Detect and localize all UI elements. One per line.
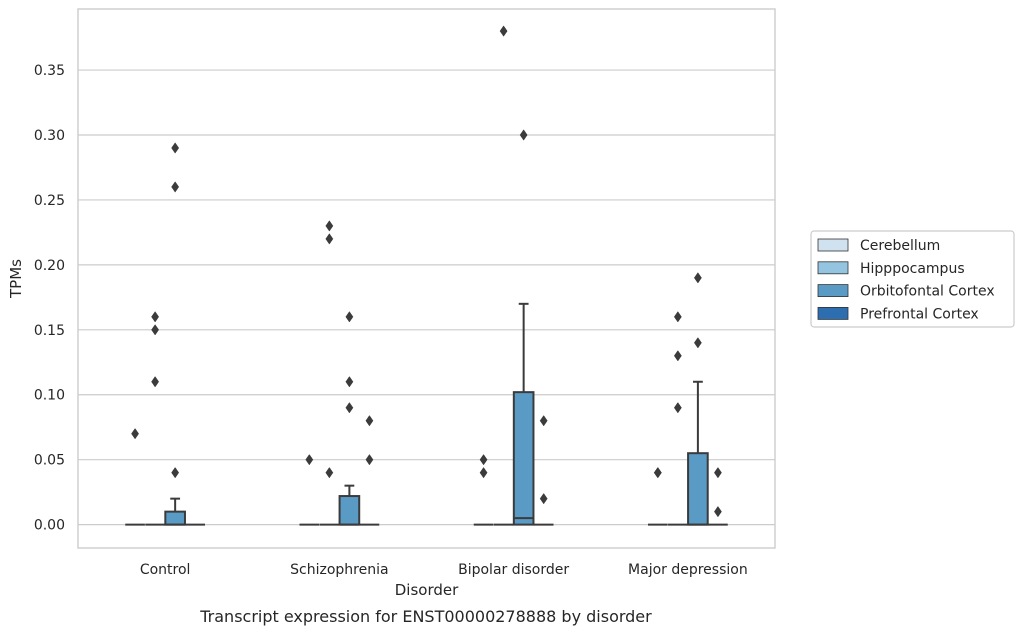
x-tick-label: Control <box>140 562 191 578</box>
x-tick-label: Bipolar disorder <box>458 562 569 578</box>
outlier-point <box>539 493 548 505</box>
legend-frame <box>810 230 1015 328</box>
outlier-point <box>151 324 160 336</box>
outlier-point <box>693 337 702 349</box>
legend-items: Cerebellum Hipppocampus Orbitofontal Corte… <box>817 238 995 322</box>
outlier-point <box>171 181 180 193</box>
box-body <box>338 495 361 526</box>
y-tick-label: 0.35 <box>34 63 65 79</box>
outlier-point <box>479 454 488 466</box>
box-body <box>164 510 186 526</box>
box-2-2 <box>512 302 535 526</box>
y-tick-label: 0.30 <box>34 128 65 144</box>
outlier-point <box>171 467 180 479</box>
outlier-point <box>151 376 160 388</box>
outlier-point <box>479 467 488 479</box>
y-tick-label: 0.05 <box>34 453 65 469</box>
box-layer <box>125 302 728 526</box>
outlier-point <box>345 311 354 323</box>
outlier-point <box>653 467 662 479</box>
y-axis-label: TPMs <box>7 259 25 299</box>
legend-label: Cerebellum <box>860 238 940 254</box>
outlier-point <box>345 376 354 388</box>
outlier-point <box>151 311 160 323</box>
legend-swatch <box>817 261 849 275</box>
outlier-point <box>714 467 722 479</box>
y-tick-labels: 0.00 0.05 0.10 0.15 0.20 0.25 0.30 0.35 <box>34 63 65 534</box>
chart-caption: Transcript expression for ENST0000027888… <box>199 607 652 626</box>
y-tick-label: 0.20 <box>34 258 65 274</box>
outlier-point <box>673 350 682 362</box>
box-1-2 <box>338 484 361 526</box>
outlier-point <box>365 454 374 466</box>
legend-label: Orbitofontal Cortex <box>860 284 995 300</box>
outlier-point <box>171 142 180 154</box>
legend-swatch <box>817 284 849 298</box>
grid-layer <box>78 69 775 526</box>
outlier-point <box>499 25 508 37</box>
outlier-point <box>325 233 334 245</box>
legend-label: Prefrontal Cortex <box>860 306 979 322</box>
outlier-point <box>673 311 682 323</box>
outlier-point <box>519 129 528 141</box>
outlier-point <box>305 454 314 466</box>
x-tick-labels: Control Schizophrenia Bipolar disorder Majo… <box>140 562 748 578</box>
box-0-2 <box>164 497 186 526</box>
y-tick-label: 0.25 <box>34 193 65 209</box>
outlier-point <box>714 505 722 518</box>
outlier-point <box>325 467 334 479</box>
legend-swatch <box>817 306 849 320</box>
outlier-point <box>131 428 139 440</box>
x-tick-label: Major depression <box>628 562 748 578</box>
legend-swatch <box>817 238 849 252</box>
outlier-point <box>673 402 682 414</box>
outlier-point <box>365 415 374 427</box>
outlier-point <box>345 402 354 414</box>
box-body <box>512 391 535 526</box>
plot-frame <box>77 8 776 549</box>
box-3-2 <box>687 380 709 526</box>
outlier-point <box>325 220 334 232</box>
y-tick-label: 0.10 <box>34 388 65 404</box>
x-tick-label: Schizophrenia <box>290 562 388 578</box>
y-tick-label: 0.00 <box>34 518 65 534</box>
box-body <box>687 452 709 526</box>
outlier-point <box>539 415 548 427</box>
legend: Cerebellum Hipppocampus Orbitofontal Corte… <box>810 230 1015 328</box>
legend-label: Hipppocampus <box>860 261 965 277</box>
y-tick-label: 0.15 <box>34 323 65 339</box>
flier-layer <box>131 25 722 518</box>
outlier-point <box>693 272 702 284</box>
x-axis-label: Disorder <box>395 581 459 599</box>
